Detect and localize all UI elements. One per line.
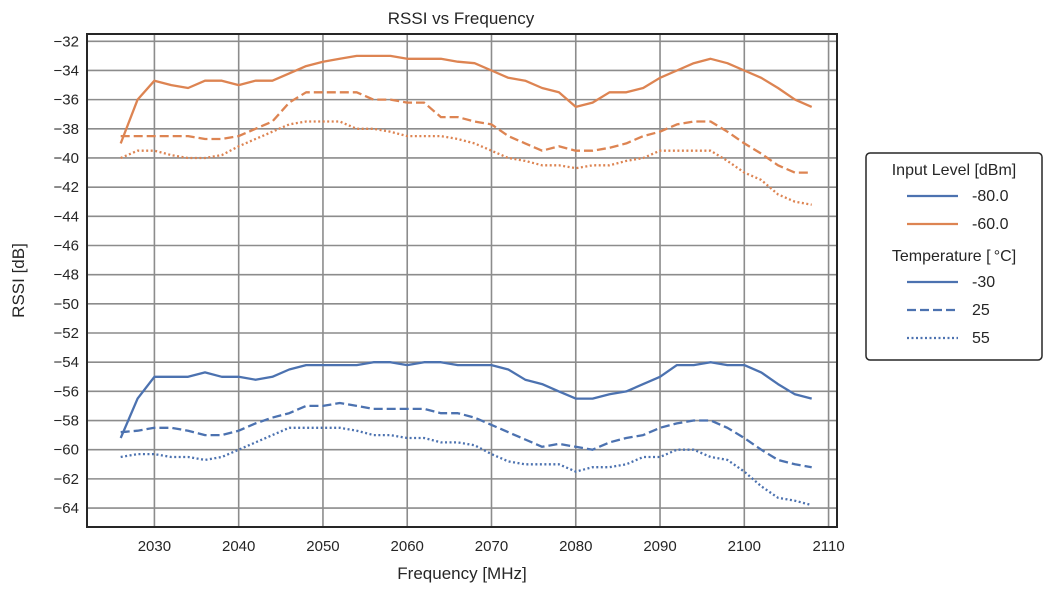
y-tick-label: −54: [54, 354, 79, 371]
legend-entry-label: 25: [972, 302, 990, 319]
legend-group-title: Input Level [dBm]: [892, 162, 1017, 179]
series-layer: [119, 54, 813, 507]
y-tick-label: −40: [54, 150, 79, 167]
x-tick-label: 2110: [812, 538, 844, 555]
y-tick-label: −32: [54, 33, 79, 50]
plot-frame: [86, 33, 838, 528]
legend-entry-label: -60.0: [972, 216, 1009, 233]
series-line--60.0--30: [119, 54, 813, 144]
y-tick-label: −44: [54, 208, 79, 225]
y-tick-label: −36: [54, 92, 79, 109]
y-axis: −32 −34 −36 −38 −40 −42 −44 −46 −48 −50 −52 −54 −56 −…: [54, 33, 79, 517]
legend-entry-label: -80.0: [972, 188, 1009, 205]
x-tick-label: 2040: [222, 538, 255, 555]
series-line--60.0-25: [120, 91, 812, 174]
y-tick-label: −56: [54, 383, 79, 400]
y-tick-label: −58: [54, 413, 79, 430]
y-tick-label: −52: [54, 325, 79, 342]
x-axis-title: Frequency [MHz]: [397, 564, 526, 583]
chart-title: RSSI vs Frequency: [388, 9, 535, 28]
series-line--80.0-55: [120, 426, 812, 507]
y-tick-label: −62: [54, 471, 79, 488]
x-tick-label: 2070: [475, 538, 508, 555]
series-line--60.0-55: [120, 120, 812, 206]
x-axis: 2030 2040 2050 2060 2070 2080 2090 2100 2110: [138, 538, 845, 555]
y-tick-label: −46: [54, 237, 79, 254]
series-line--80.0-25: [120, 401, 812, 469]
y-tick-label: −60: [54, 442, 79, 459]
x-tick-label: 2060: [391, 538, 424, 555]
x-tick-label: 2080: [559, 538, 592, 555]
y-axis-title: RSSI [dB]: [9, 243, 28, 318]
legend-entry-label: 55: [972, 330, 990, 347]
y-tick-label: −38: [54, 121, 79, 138]
y-tick-label: −50: [54, 296, 79, 313]
y-tick-label: −64: [54, 500, 79, 517]
y-tick-label: −42: [54, 179, 79, 196]
y-tick-label: −34: [54, 62, 79, 79]
x-tick-label: 2090: [643, 538, 676, 555]
legend-box: [865, 152, 1043, 361]
x-tick-label: 2100: [728, 538, 761, 555]
y-tick-label: −48: [54, 267, 79, 284]
legend: Input Level [dBm] -80.0 -60.0 Temperature […: [865, 152, 1043, 361]
grid: [87, 34, 837, 527]
series-line--80.0--30: [119, 361, 812, 439]
x-tick-label: 2050: [306, 538, 339, 555]
legend-entry-label: -30: [972, 274, 995, 291]
x-tick-label: 2030: [138, 538, 171, 555]
legend-group-title: Temperature [ °C]: [892, 248, 1016, 265]
